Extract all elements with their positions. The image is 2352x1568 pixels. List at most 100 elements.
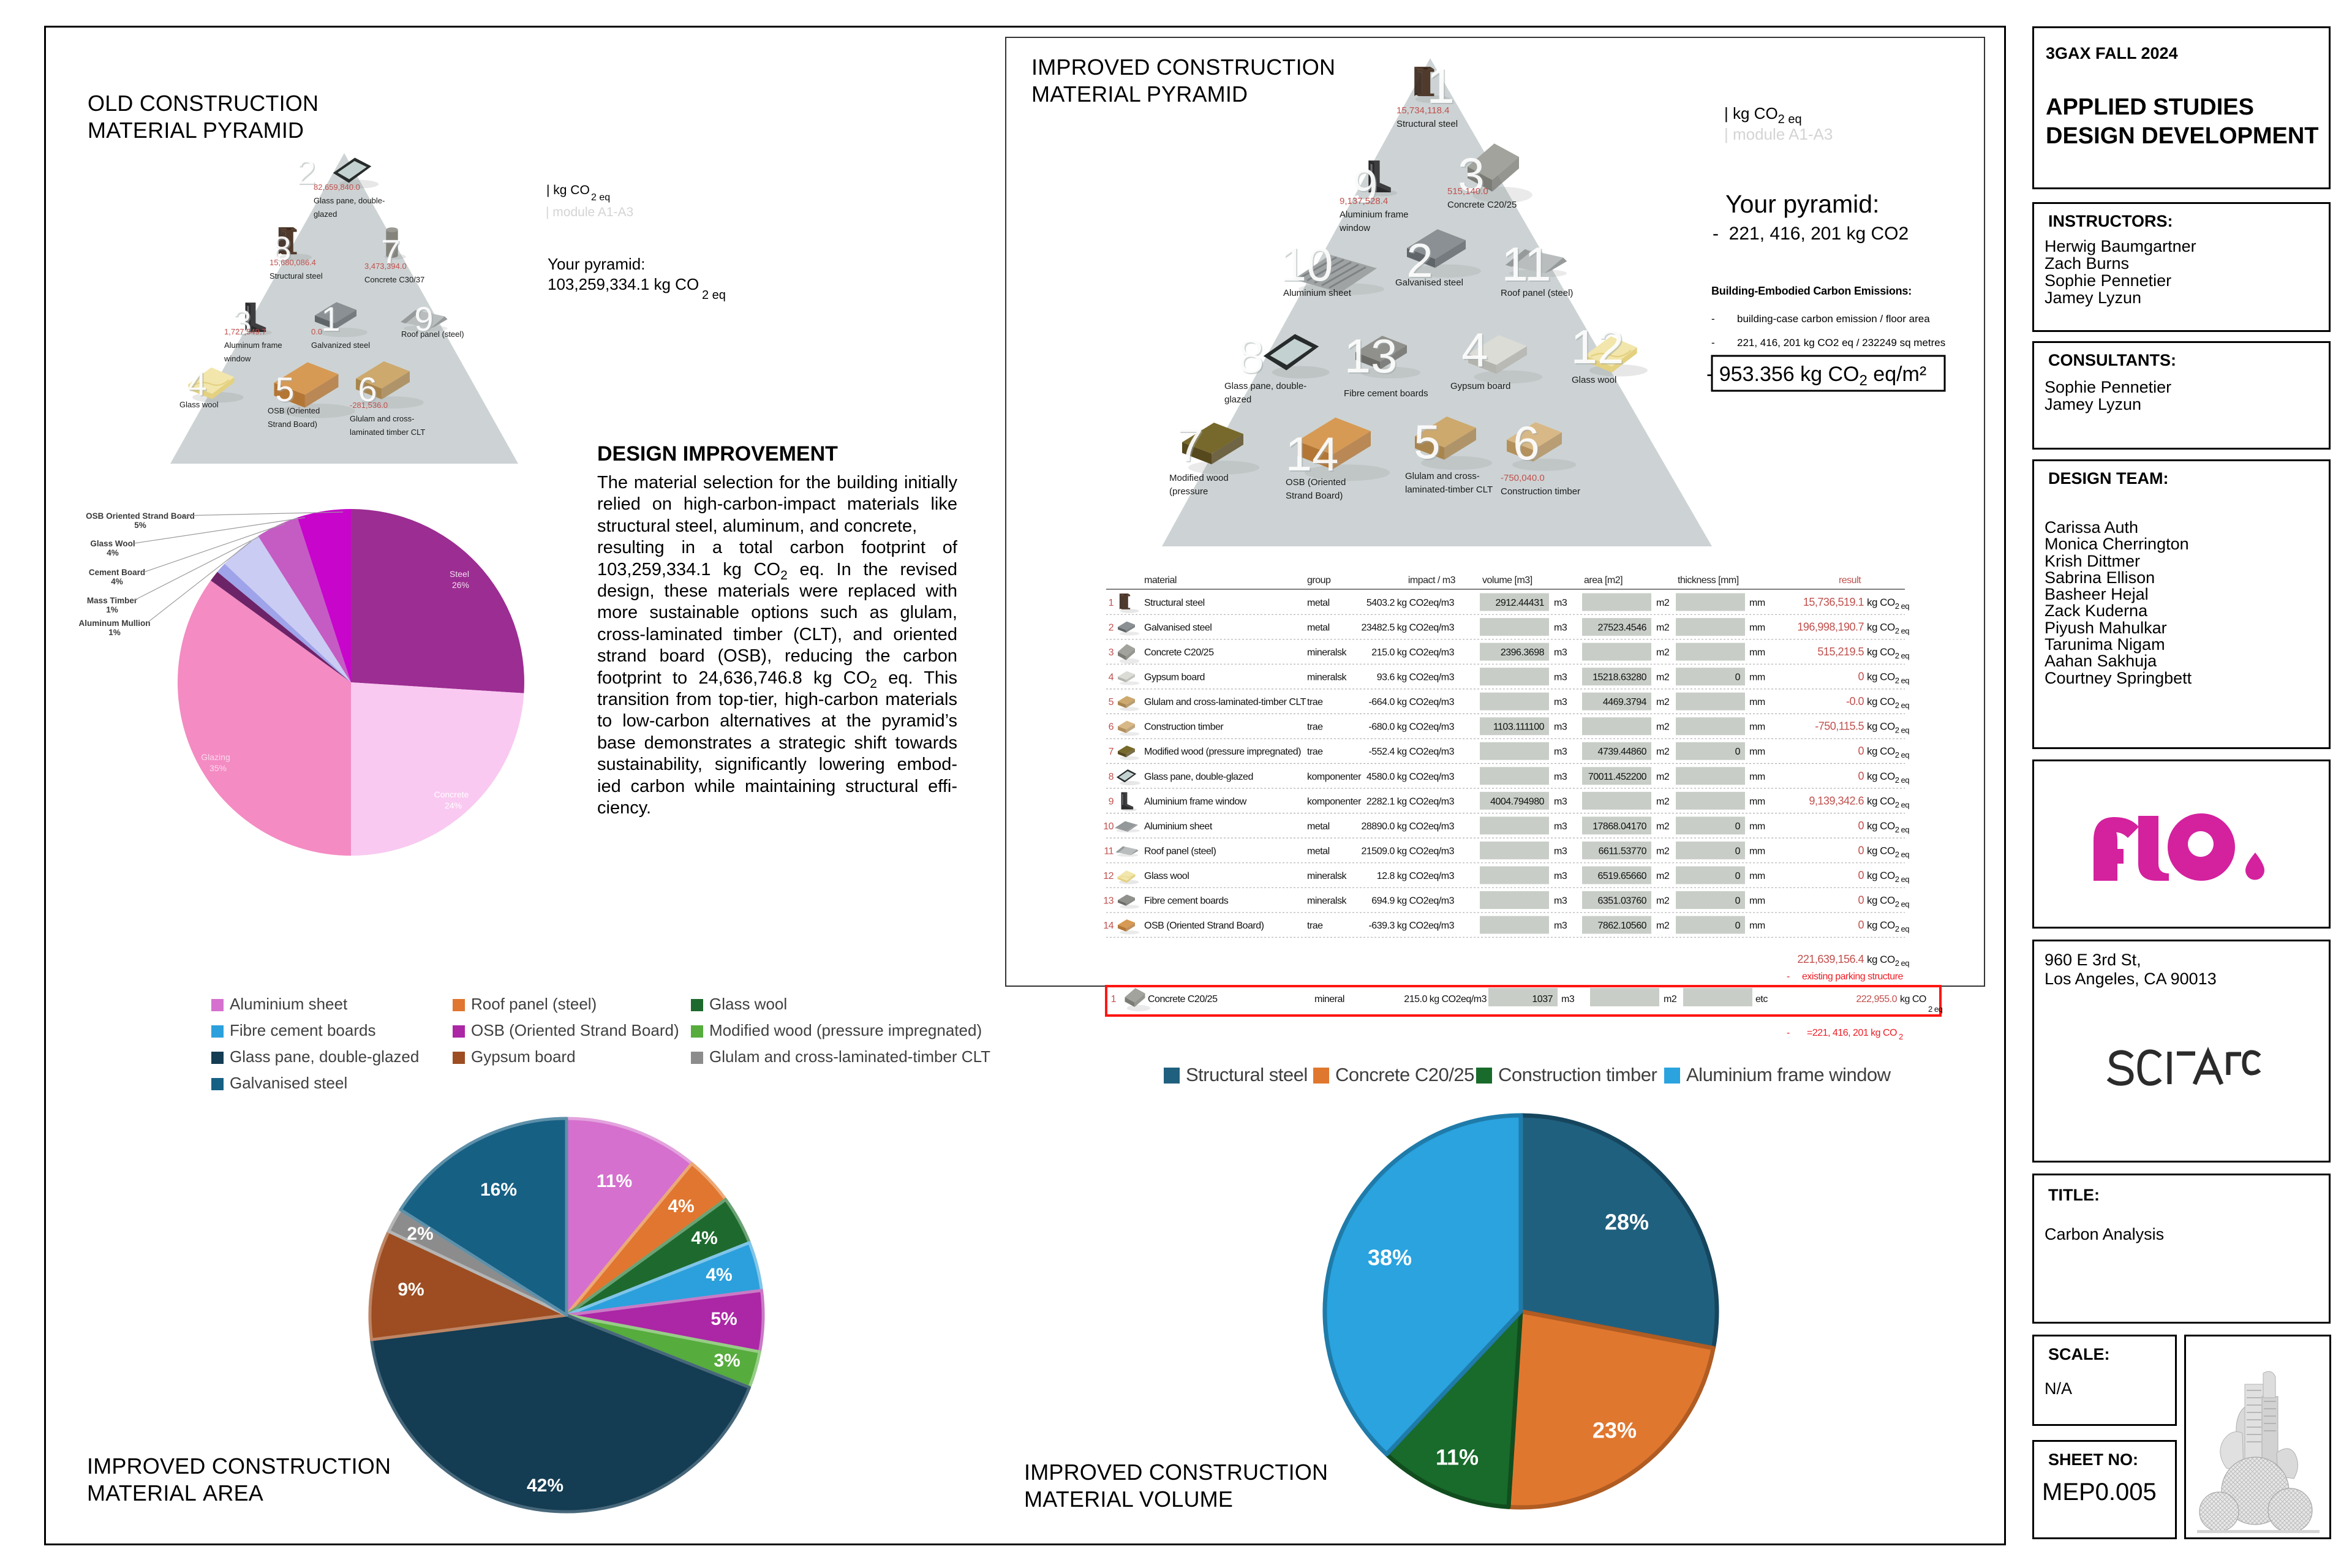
svg-text:0: 0 [1735, 895, 1741, 906]
svg-text:OSB (Oriented: OSB (Oriented [268, 406, 320, 415]
svg-text:Aluminium sheet: Aluminium sheet [1144, 821, 1213, 832]
svg-text:4: 4 [189, 365, 208, 404]
svg-text:| module A1-A3: | module A1-A3 [1724, 125, 1833, 143]
svg-text:10: 10 [1103, 821, 1114, 832]
svg-text:komponenter: komponenter [1307, 796, 1362, 807]
svg-text:103,259,334.1 kg CO: 103,259,334.1 kg CO [548, 275, 699, 293]
svg-text:215.0 kg CO2eq/m3: 215.0 kg CO2eq/m3 [1404, 994, 1487, 1005]
svg-text:4580.0 kg CO2eq/m3: 4580.0 kg CO2eq/m3 [1366, 772, 1455, 782]
svg-text:mm: mm [1749, 796, 1765, 807]
svg-text:Structural steel: Structural steel [1396, 119, 1458, 129]
svg-text:Galvanised steel: Galvanised steel [1144, 623, 1212, 633]
svg-text:5403.2 kg CO2eq/m3: 5403.2 kg CO2eq/m3 [1366, 598, 1455, 608]
svg-text:0: 0 [1735, 747, 1741, 757]
svg-text:m2: m2 [1656, 895, 1670, 906]
svg-text:9,137,528.4: 9,137,528.4 [1340, 196, 1388, 206]
svg-text:glazed: glazed [1224, 394, 1251, 405]
svg-text:11: 11 [1503, 238, 1553, 292]
svg-text:(pressure: (pressure [1169, 486, 1208, 497]
svg-text:221,639,156.4: 221,639,156.4 [1797, 953, 1864, 965]
svg-text:42%: 42% [527, 1476, 564, 1496]
svg-text:Glulam and cross-laminated-tim: Glulam and cross-laminated-timber CLT [1144, 697, 1306, 707]
svg-text:Cement Board: Cement Board [89, 568, 145, 577]
svg-text:0: 0 [1858, 869, 1864, 881]
svg-text:Gypsum board: Gypsum board [471, 1047, 576, 1066]
svg-text:etc: etc [1755, 994, 1768, 1005]
svg-text:15,680,086.4: 15,680,086.4 [270, 258, 316, 267]
svg-text:metal: metal [1307, 821, 1330, 832]
svg-text:Fibre cement boards: Fibre cement boards [1144, 895, 1229, 906]
svg-text:5: 5 [1109, 697, 1114, 707]
svg-text:-: - [1787, 971, 1790, 982]
svg-text:4: 4 [187, 364, 206, 402]
svg-text:14: 14 [1287, 428, 1340, 482]
svg-text:8: 8 [273, 230, 292, 269]
svg-text:1: 1 [1427, 58, 1455, 114]
svg-text:volume [m3]: volume [m3] [1482, 575, 1532, 586]
svg-text:material: material [1144, 575, 1177, 586]
svg-text:-552.4 kg CO2eq/m3: -552.4 kg CO2eq/m3 [1368, 747, 1454, 757]
svg-text:1%: 1% [106, 605, 118, 614]
svg-text:17868.04170: 17868.04170 [1593, 821, 1647, 832]
svg-text:-680.0 kg CO2eq/m3: -680.0 kg CO2eq/m3 [1368, 722, 1454, 733]
svg-text:196,998,190.7: 196,998,190.7 [1797, 621, 1864, 633]
svg-text:Fibre cement boards: Fibre cement boards [230, 1021, 375, 1039]
svg-text:7: 7 [1178, 419, 1204, 473]
svg-text:mm: mm [1749, 673, 1765, 683]
svg-text:trae: trae [1307, 722, 1323, 733]
svg-text:Glass pane, double-: Glass pane, double- [1224, 381, 1306, 391]
svg-text:5: 5 [276, 371, 295, 410]
svg-text:2912.44431: 2912.44431 [1495, 598, 1544, 608]
svg-text:215.0 kg CO2eq/m3: 215.0 kg CO2eq/m3 [1371, 647, 1454, 658]
svg-text:mm: mm [1749, 772, 1765, 782]
svg-text:Strand Board): Strand Board) [268, 420, 317, 429]
svg-text:Fibre cement boards: Fibre cement boards [1344, 388, 1428, 399]
svg-text:9: 9 [415, 301, 434, 339]
svg-text:OSB Oriented Strand Board: OSB Oriented Strand Board [86, 511, 195, 521]
svg-text:metal: metal [1307, 846, 1330, 856]
svg-text:mm: mm [1749, 895, 1765, 906]
svg-text:trae: trae [1307, 747, 1323, 757]
svg-text:mm: mm [1749, 747, 1765, 757]
svg-text:11%: 11% [1436, 1445, 1479, 1470]
svg-text:| kg CO: | kg CO [546, 183, 590, 197]
svg-text:Construction timber: Construction timber [1498, 1064, 1657, 1085]
svg-text:7: 7 [1177, 418, 1203, 472]
svg-text:m3: m3 [1554, 673, 1567, 683]
svg-text:m3: m3 [1561, 994, 1575, 1005]
svg-text:6519.65660: 6519.65660 [1597, 871, 1646, 881]
svg-text:11: 11 [1502, 237, 1551, 291]
svg-text:7: 7 [381, 232, 400, 271]
svg-text:- 953.356 kg CO2 eq/m²: - 953.356 kg CO2 eq/m² [1706, 363, 1926, 389]
svg-text:9: 9 [1352, 160, 1379, 214]
svg-text:| module A1-A3: | module A1-A3 [546, 205, 633, 219]
svg-text:m3: m3 [1554, 747, 1567, 757]
svg-text:Glulam and cross-: Glulam and cross- [350, 414, 414, 423]
svg-text:14: 14 [1286, 427, 1339, 481]
svg-text:Aluminium frame window: Aluminium frame window [1686, 1064, 1891, 1085]
svg-text:m2: m2 [1656, 871, 1670, 881]
svg-text:mm: mm [1749, 623, 1765, 633]
svg-text:28%: 28% [1605, 1210, 1649, 1235]
svg-text:Structural steel: Structural steel [270, 271, 323, 281]
svg-text:mm: mm [1749, 722, 1765, 733]
svg-text:1,727,549.7: 1,727,549.7 [224, 327, 266, 336]
svg-text:4%: 4% [706, 1265, 732, 1285]
svg-text:m2: m2 [1656, 673, 1670, 683]
svg-text:1103.111100: 1103.111100 [1493, 722, 1545, 733]
svg-text:1: 1 [1111, 994, 1117, 1005]
svg-text:metal: metal [1307, 623, 1330, 633]
svg-text:0: 0 [1735, 871, 1741, 881]
svg-text:7: 7 [382, 233, 401, 272]
svg-text:m3: m3 [1554, 846, 1567, 856]
svg-text:Concrete C20/25: Concrete C20/25 [1447, 200, 1517, 210]
svg-text:Concrete C30/37: Concrete C30/37 [364, 275, 424, 284]
svg-text:window: window [1339, 223, 1370, 233]
svg-text:2: 2 [298, 154, 317, 192]
svg-text:3: 3 [233, 304, 252, 342]
svg-text:6: 6 [1513, 416, 1539, 470]
svg-text:mineralsk: mineralsk [1307, 647, 1347, 658]
svg-text:laminated-timber CLT: laminated-timber CLT [1405, 484, 1493, 495]
svg-text:mineralsk: mineralsk [1307, 871, 1347, 881]
svg-text:Glass wool: Glass wool [1144, 871, 1189, 881]
